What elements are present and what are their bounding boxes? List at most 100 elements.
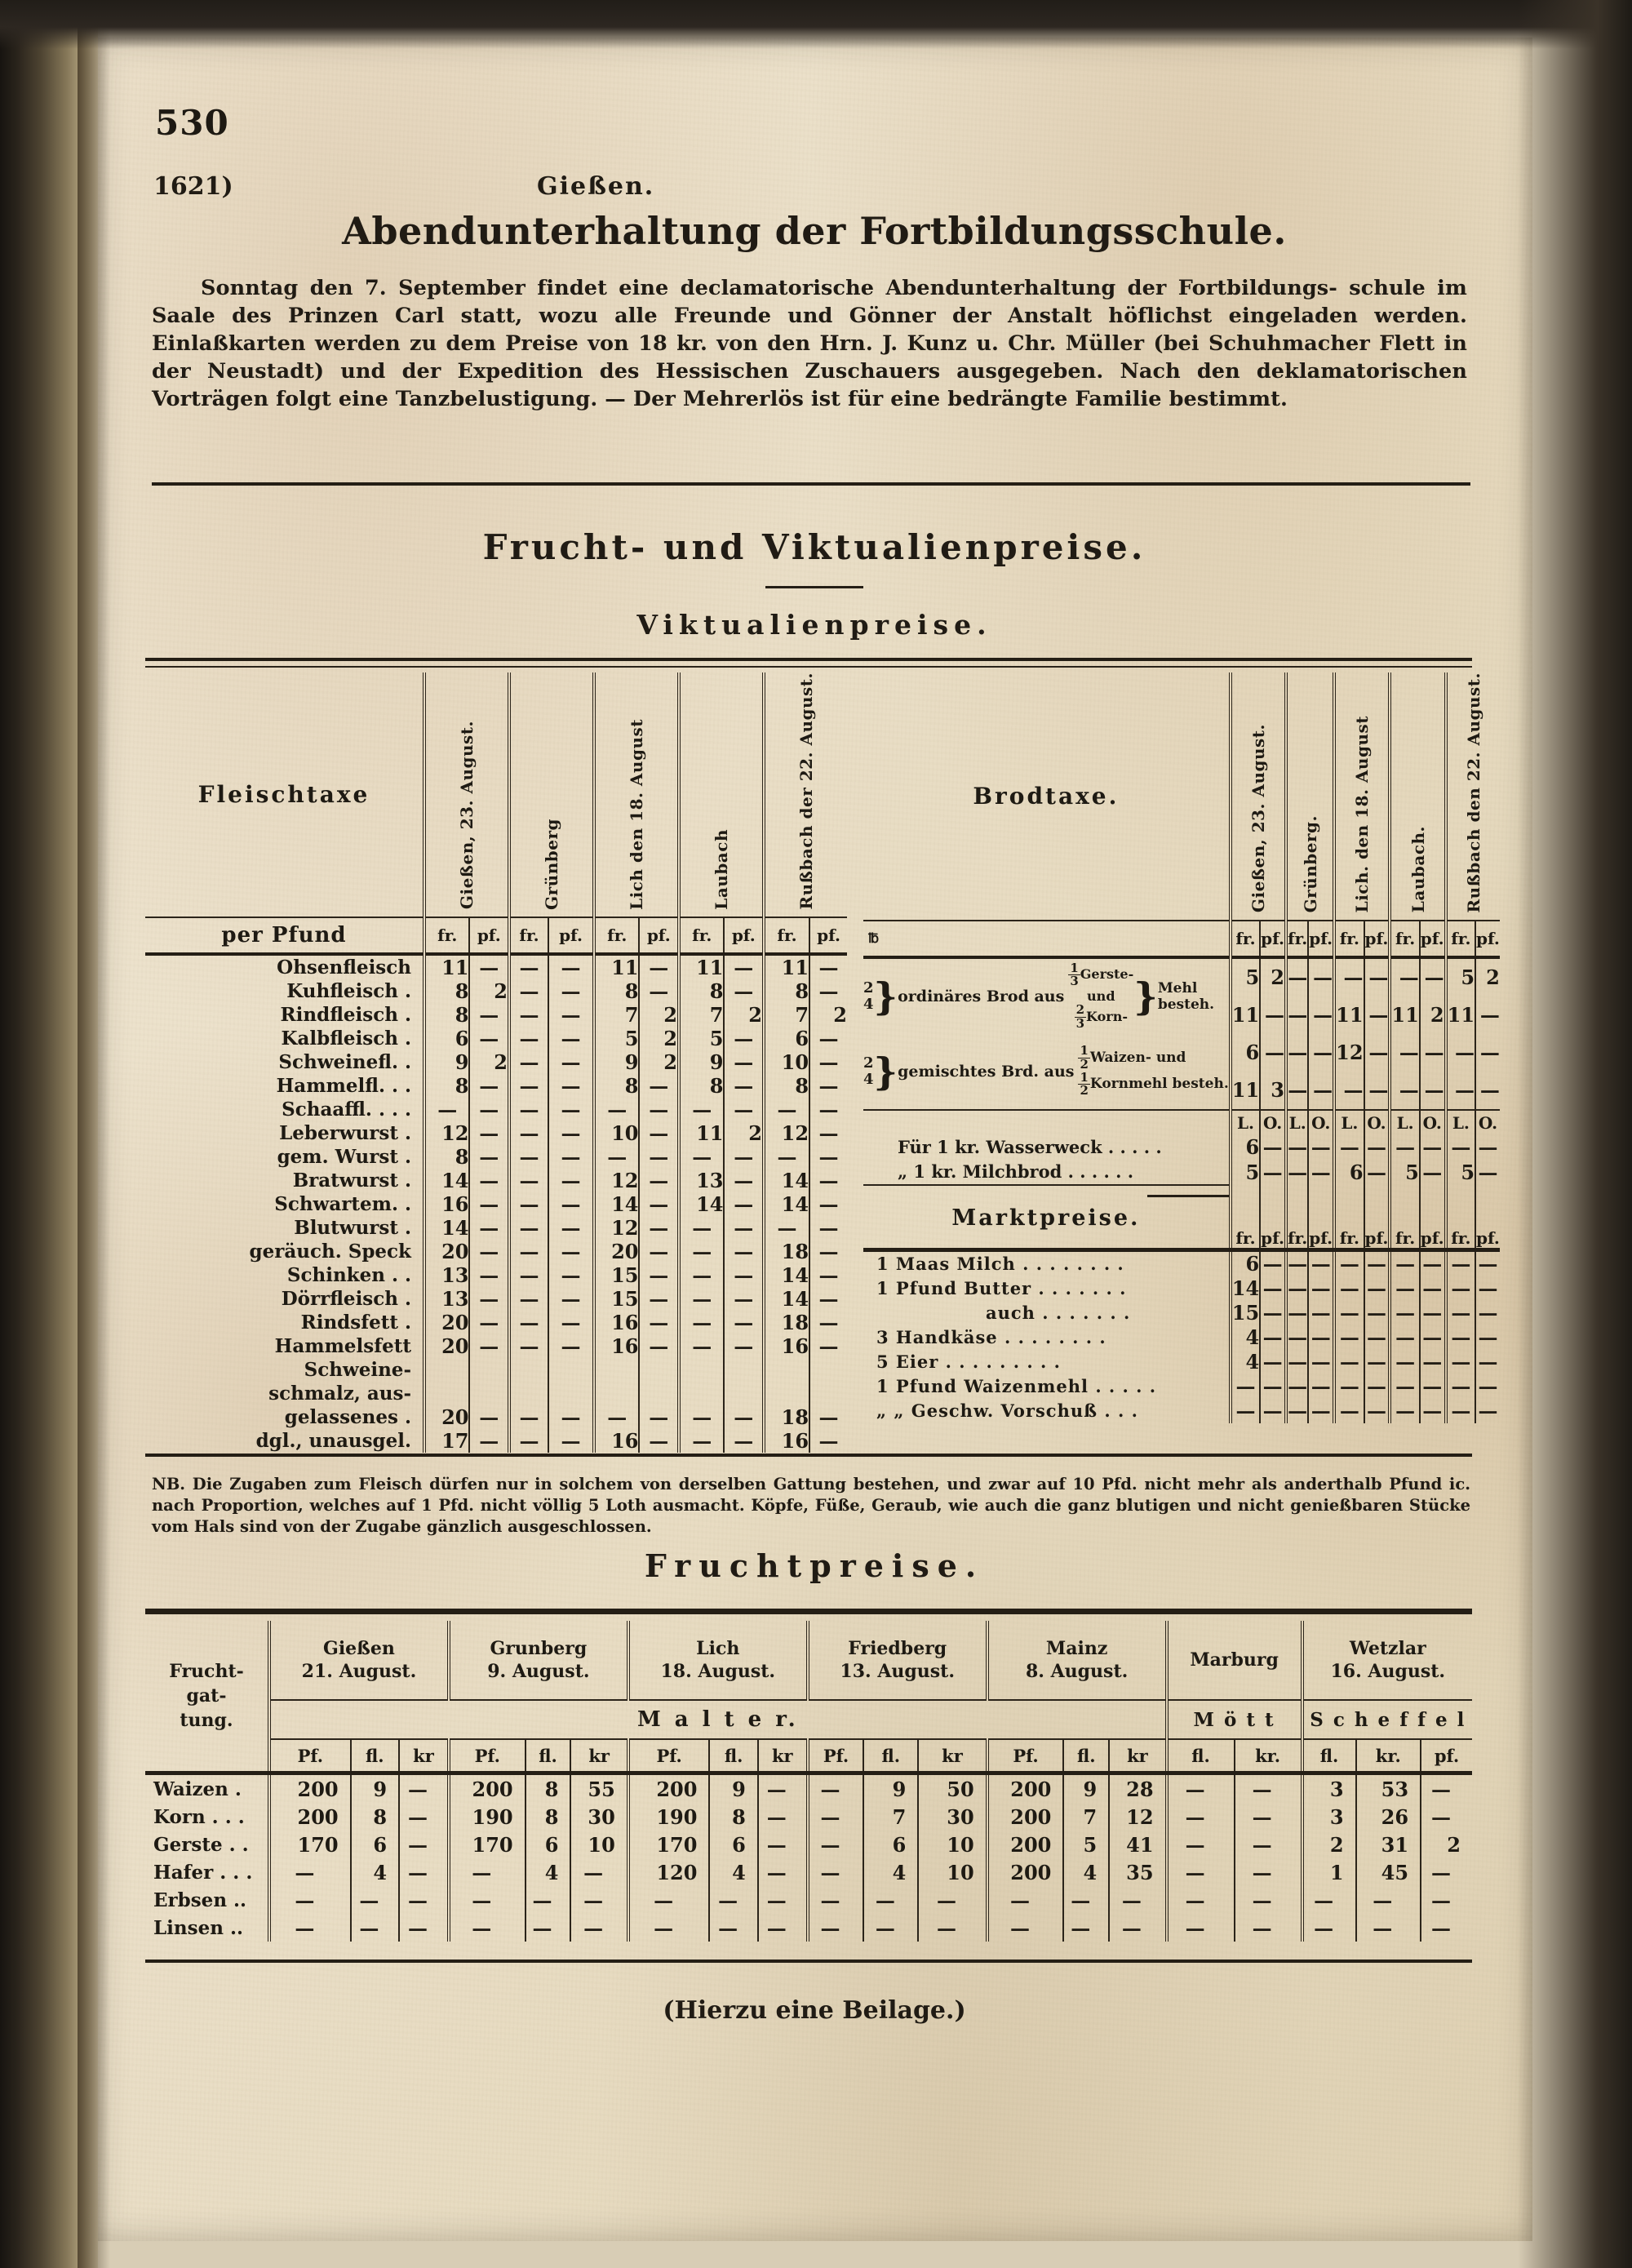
- fleischtaxe-place-4: Rußbach der 22. August.: [762, 672, 847, 917]
- fleischtaxe-sub-fr-3: fr.: [676, 916, 725, 954]
- marktpreise-cell: —: [1475, 1349, 1500, 1374]
- fruchtpreise-cell: —: [570, 1914, 628, 1942]
- fruchtpreise-cell: —: [446, 1858, 526, 1886]
- fruchtpreise-cell: 31: [1355, 1831, 1421, 1858]
- fleischtaxe-row: Schaaffl. . . . — — — — — — — — — —: [145, 1097, 847, 1121]
- fleischtaxe-cell: [638, 1381, 679, 1405]
- fruchtpreise-cell: —: [1420, 1771, 1472, 1803]
- fruchtpreise-cell: —: [1108, 1886, 1167, 1914]
- marktpreise-row: auch . . . . . . . 15— — — — — — — — —: [863, 1300, 1500, 1325]
- fleischtaxe-cell: —: [723, 1310, 764, 1334]
- fleischtaxe-cell: —: [508, 1026, 548, 1050]
- fruchtpreise-cell: —: [1355, 1914, 1421, 1942]
- marktpreise-cell: —: [1475, 1374, 1500, 1399]
- marktpreise-row-label: „ „ Geschw. Vorschuß . . .: [876, 1400, 1138, 1421]
- fruchtpreise-cell: —: [1233, 1858, 1302, 1886]
- fruchtpreise-unit-marburg: M ö t t: [1164, 1699, 1302, 1739]
- fruchtpreise-row: Linsen .. — — — — — — — — — — — — — — — — — — — —: [145, 1914, 1472, 1942]
- fleischtaxe-sub-pf-3: pf.: [723, 916, 764, 954]
- marktpreise-cell: —: [1444, 1325, 1476, 1350]
- fruchtpreise-header-row: Frucht- gat- tung. Gießen 21. August. Gr…: [145, 1621, 1472, 1731]
- fleischtaxe-row-label: Rindfleisch .: [280, 1003, 411, 1026]
- fleischtaxe-cell: 12: [422, 1121, 470, 1145]
- brodtaxe-lo-cell: —: [1444, 1134, 1476, 1160]
- fruchtpreise-cell: 200: [985, 1803, 1064, 1831]
- fruchtpreise-cell: 6: [863, 1831, 919, 1858]
- fruchtpreise-place-grunberg: Grunberg 9. August.: [446, 1621, 628, 1700]
- fleischtaxe-cell: 16: [592, 1428, 640, 1453]
- fleischtaxe-cell: —: [592, 1097, 640, 1121]
- fleischtaxe-cell: —: [547, 1073, 594, 1098]
- fruchtpreise-cell: 2: [1300, 1831, 1356, 1858]
- fleischtaxe-cell: —: [723, 1144, 764, 1169]
- fleischtaxe-cell: —: [723, 1192, 764, 1216]
- fleischtaxe-cell: 2: [638, 1050, 679, 1074]
- fruchtpreise-cell: 1: [1300, 1858, 1356, 1886]
- fleischtaxe-cell: —: [638, 1168, 679, 1192]
- brodtaxe-cell: —: [1307, 955, 1335, 997]
- brodtaxe-weights-ordinaeres: 2 4: [863, 979, 874, 1013]
- fleischtaxe-cell: —: [547, 1334, 594, 1358]
- fleischtaxe-row: Bratwurst . 14— — —12—13—14—: [145, 1168, 847, 1192]
- fruchtpreise-cell: 35: [1108, 1858, 1167, 1886]
- fleischtaxe-cell: [761, 1381, 810, 1405]
- fleischtaxe-cell: 2: [723, 1002, 764, 1027]
- fleischtaxe-row-label: Leberwurst .: [279, 1121, 411, 1144]
- brodtaxe-lo-cell: —: [1307, 1159, 1335, 1185]
- marktpreise-cell: —: [1307, 1398, 1335, 1423]
- fleischtaxe-cell: 6: [422, 1026, 470, 1050]
- fleischtaxe-cell: —: [723, 1428, 764, 1453]
- marktpreise-cell: —: [1284, 1349, 1309, 1374]
- fleischtaxe-cell: —: [468, 1026, 509, 1050]
- fruchtpreise-row-label: Linsen ..: [153, 1916, 243, 1939]
- fleischtaxe-place-0: Gießen, 23. August.: [423, 672, 509, 917]
- viktualien-table-area: Fleischtaxe Gießen, 23. August. Grünberg…: [145, 672, 1500, 1453]
- fleischtaxe-place-2: Lich den 18. August: [592, 672, 679, 917]
- brace-left-2: }: [873, 1049, 898, 1094]
- brodtaxe-sub-fr-1: fr.: [1284, 919, 1309, 957]
- fleischtaxe-cell: —: [809, 952, 847, 979]
- fleischtaxe-cell: —: [809, 1168, 847, 1192]
- fleischtaxe-cell: —: [508, 1168, 548, 1192]
- fruchtpreise-row: Erbsen .. — — — — — — — — — — — — — — — — — — — —: [145, 1886, 1472, 1914]
- fleischtaxe-cell: —: [508, 1263, 548, 1287]
- brodtaxe-lo-l: L.: [1284, 1108, 1309, 1135]
- fruchtpreise-subcol-wetzlar-0: fl.: [1300, 1738, 1356, 1773]
- fleischtaxe-cell: —: [723, 1168, 764, 1192]
- brodtaxe-lo-cell: —: [1259, 1159, 1286, 1185]
- brodtaxe-cell: —: [1284, 996, 1309, 1034]
- fleischtaxe-row-label: Hammelsfett: [274, 1334, 411, 1357]
- marktpreise-cell: —: [1388, 1300, 1420, 1325]
- fruchtpreise-malter-label: M a l t e r.: [268, 1699, 1167, 1739]
- fleischtaxe-cell: 2: [809, 1002, 847, 1027]
- marktpreise-cell: —: [1333, 1276, 1364, 1301]
- brodtaxe-lo-cell: 5: [1228, 1159, 1261, 1185]
- brodtaxe-cell: —: [1475, 996, 1500, 1034]
- marktpreise-cell: 6: [1228, 1247, 1261, 1276]
- fleischtaxe-cell: [723, 1357, 764, 1382]
- fleischtaxe-cell: —: [468, 1334, 509, 1358]
- fleischtaxe-cell: 11: [592, 952, 640, 979]
- brodtaxe-text-ordinaeres: ordinäres Brod aus: [898, 987, 1065, 1005]
- brodtaxe-cell: —: [1307, 1071, 1335, 1110]
- marktpreise-cell: —: [1333, 1325, 1364, 1350]
- marktpreise-cell: —: [1259, 1300, 1286, 1325]
- marktpreise-cell: —: [1444, 1276, 1476, 1301]
- fleischtaxe-cell: —: [592, 1405, 640, 1429]
- marktpreise-cell: 14: [1228, 1276, 1261, 1301]
- fruchtpreise-subcol-2-0: Pf.: [626, 1738, 710, 1773]
- brodtaxe-cell: 6: [1228, 1033, 1261, 1072]
- marktpreise-sub-pf: pf.: [1307, 1184, 1335, 1249]
- fleischtaxe-cell: —: [468, 952, 509, 979]
- fleischtaxe-unit-row: per Pfund fr. pf. fr. pf. fr. pf. fr. pf…: [145, 916, 847, 954]
- fruchtpreise-place-giessen: Gießen 21. August.: [268, 1621, 449, 1700]
- fruchtpreise-row: Gerste . . 170 6—170 6 10 170 6— —6 10 200 5 41— —2 3…: [145, 1831, 1472, 1858]
- fruchtpreise-cell: —: [1420, 1886, 1472, 1914]
- fleischtaxe-cell: —: [468, 1002, 509, 1027]
- fleischtaxe-cell: 7: [592, 1002, 640, 1027]
- fleischtaxe-cell: —: [809, 1215, 847, 1240]
- brodtaxe-cell: —: [1388, 1033, 1420, 1072]
- fruchtpreise-unit-row-1: M a l t e r. M ö t t S c h e f f e l: [145, 1699, 1472, 1739]
- fruchtpreise-place-lich: Lich 18. August.: [626, 1621, 808, 1700]
